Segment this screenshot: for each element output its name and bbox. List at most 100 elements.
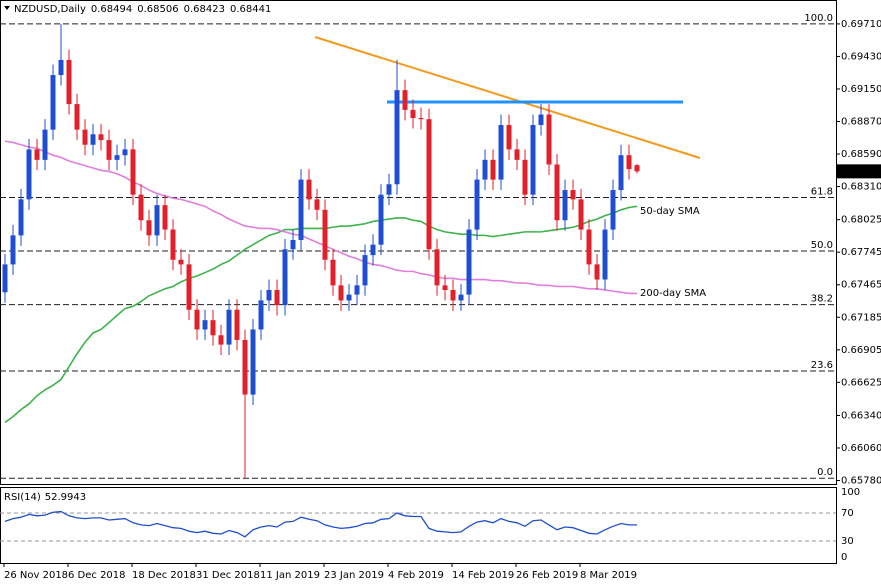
- candle-body: [362, 255, 368, 286]
- candle-body: [18, 199, 24, 236]
- fibo-label: 61.8: [811, 186, 833, 197]
- low-price: 0.68423: [184, 4, 225, 15]
- candle-body: [258, 300, 264, 330]
- candle-body: [154, 205, 160, 236]
- candle-body: [618, 155, 624, 191]
- y-tick-label: 0.68310: [841, 182, 881, 193]
- rsi-tick-label: 70: [841, 508, 854, 519]
- candle-body: [330, 259, 336, 286]
- resistance-trendline: [314, 36, 701, 159]
- close-price: 0.68441: [230, 4, 271, 15]
- candle-body: [338, 285, 344, 301]
- candle-body: [50, 75, 56, 130]
- y-tick-label: 0.68870: [841, 117, 881, 128]
- candle-body: [634, 165, 640, 172]
- y-tick-label: 0.67745: [841, 247, 881, 258]
- x-tick-label: 4 Feb 2019: [388, 570, 444, 581]
- moving-average: [4, 140, 637, 295]
- y-tick-label: 0.66340: [841, 410, 881, 421]
- candle-body: [426, 119, 432, 250]
- candle-body: [538, 114, 544, 125]
- candle-body: [562, 190, 568, 221]
- candle-body: [498, 124, 504, 180]
- candle-body: [74, 104, 80, 130]
- candle-body: [234, 309, 240, 340]
- candle-body: [402, 90, 408, 110]
- collapse-icon[interactable]: [4, 6, 10, 10]
- rsi-tick-label: 0: [841, 552, 847, 563]
- fibo-label: 38.2: [811, 294, 833, 305]
- candle-body: [314, 199, 320, 210]
- candle-body: [514, 149, 520, 160]
- candle-body: [266, 289, 272, 301]
- y-tick-label: 0.69150: [841, 84, 881, 95]
- candle-body: [290, 240, 296, 250]
- candle-body: [282, 249, 288, 306]
- x-tick-label: 23 Jan 2019: [324, 570, 384, 581]
- candle-body: [34, 149, 40, 160]
- candle-body: [570, 190, 576, 200]
- candle-body: [378, 194, 384, 245]
- y-tick-label: 0.67185: [841, 312, 881, 323]
- candle-body: [522, 159, 528, 195]
- candle-body: [458, 294, 464, 301]
- candle-body: [506, 124, 512, 150]
- candle-body: [482, 159, 488, 180]
- x-tick-label: 11 Jan 2019: [260, 570, 320, 581]
- high-price: 0.68506: [137, 4, 178, 15]
- candle-body: [130, 149, 136, 195]
- fibo-label: 23.6: [811, 360, 833, 371]
- candle-body: [530, 124, 536, 195]
- y-tick-label: 0.68025: [841, 215, 881, 226]
- candle-body: [306, 179, 312, 200]
- candle-body: [450, 289, 456, 301]
- rsi-title: RSI(14): [4, 492, 41, 503]
- x-tick-label: 31 Dec 2018: [196, 570, 260, 581]
- x-tick-label: 8 Mar 2019: [580, 570, 637, 581]
- candle-body: [66, 59, 72, 105]
- x-tick-label: 26 Feb 2019: [516, 570, 578, 581]
- candle-body: [322, 209, 328, 260]
- y-tick-label: 0.69430: [841, 51, 881, 62]
- fibo-label: 0.0: [817, 467, 833, 478]
- price-marker: 0.68441: [840, 166, 881, 177]
- candle-body: [122, 149, 128, 156]
- rsi-tick-label: 30: [841, 536, 854, 547]
- candle-body: [90, 134, 96, 145]
- candle-body: [170, 229, 176, 260]
- candle-body: [410, 109, 416, 119]
- candle-body: [298, 179, 304, 241]
- candle-body: [586, 229, 592, 265]
- candle-body: [442, 285, 448, 290]
- candle-body: [626, 155, 632, 170]
- y-tick-label: 0.65780: [841, 476, 881, 487]
- candle-body: [490, 159, 496, 180]
- price-marker-box: [836, 164, 881, 179]
- candle-body: [58, 59, 64, 76]
- symbol-header: NZDUSD,Daily 0.68494 0.68506 0.68423 0.68441: [14, 4, 271, 15]
- rsi-header: RSI(14) 52.9943: [4, 492, 86, 503]
- ma-label: 50-day SMA: [640, 206, 700, 217]
- candle-body: [474, 179, 480, 230]
- ma-label: 200-day SMA: [640, 288, 706, 299]
- y-tick-label: 0.66625: [841, 377, 881, 388]
- candle-body: [114, 155, 120, 160]
- candle-body: [2, 264, 8, 293]
- candle-body: [106, 140, 112, 160]
- y-tick-label: 0.66905: [841, 345, 881, 356]
- candle-body: [194, 309, 200, 330]
- candle-body: [354, 285, 360, 295]
- candle-body: [346, 294, 352, 301]
- candle-body: [386, 184, 392, 195]
- candle-body: [178, 259, 184, 265]
- candle-body: [202, 320, 208, 330]
- open-price: 0.68494: [91, 4, 132, 15]
- x-tick-label: 18 Dec 2018: [132, 570, 196, 581]
- candle-body: [82, 129, 88, 145]
- y-tick-label: 0.66060: [841, 443, 881, 454]
- rsi-frame: [0, 487, 837, 564]
- candle-body: [138, 194, 144, 221]
- main-frame: [0, 0, 837, 485]
